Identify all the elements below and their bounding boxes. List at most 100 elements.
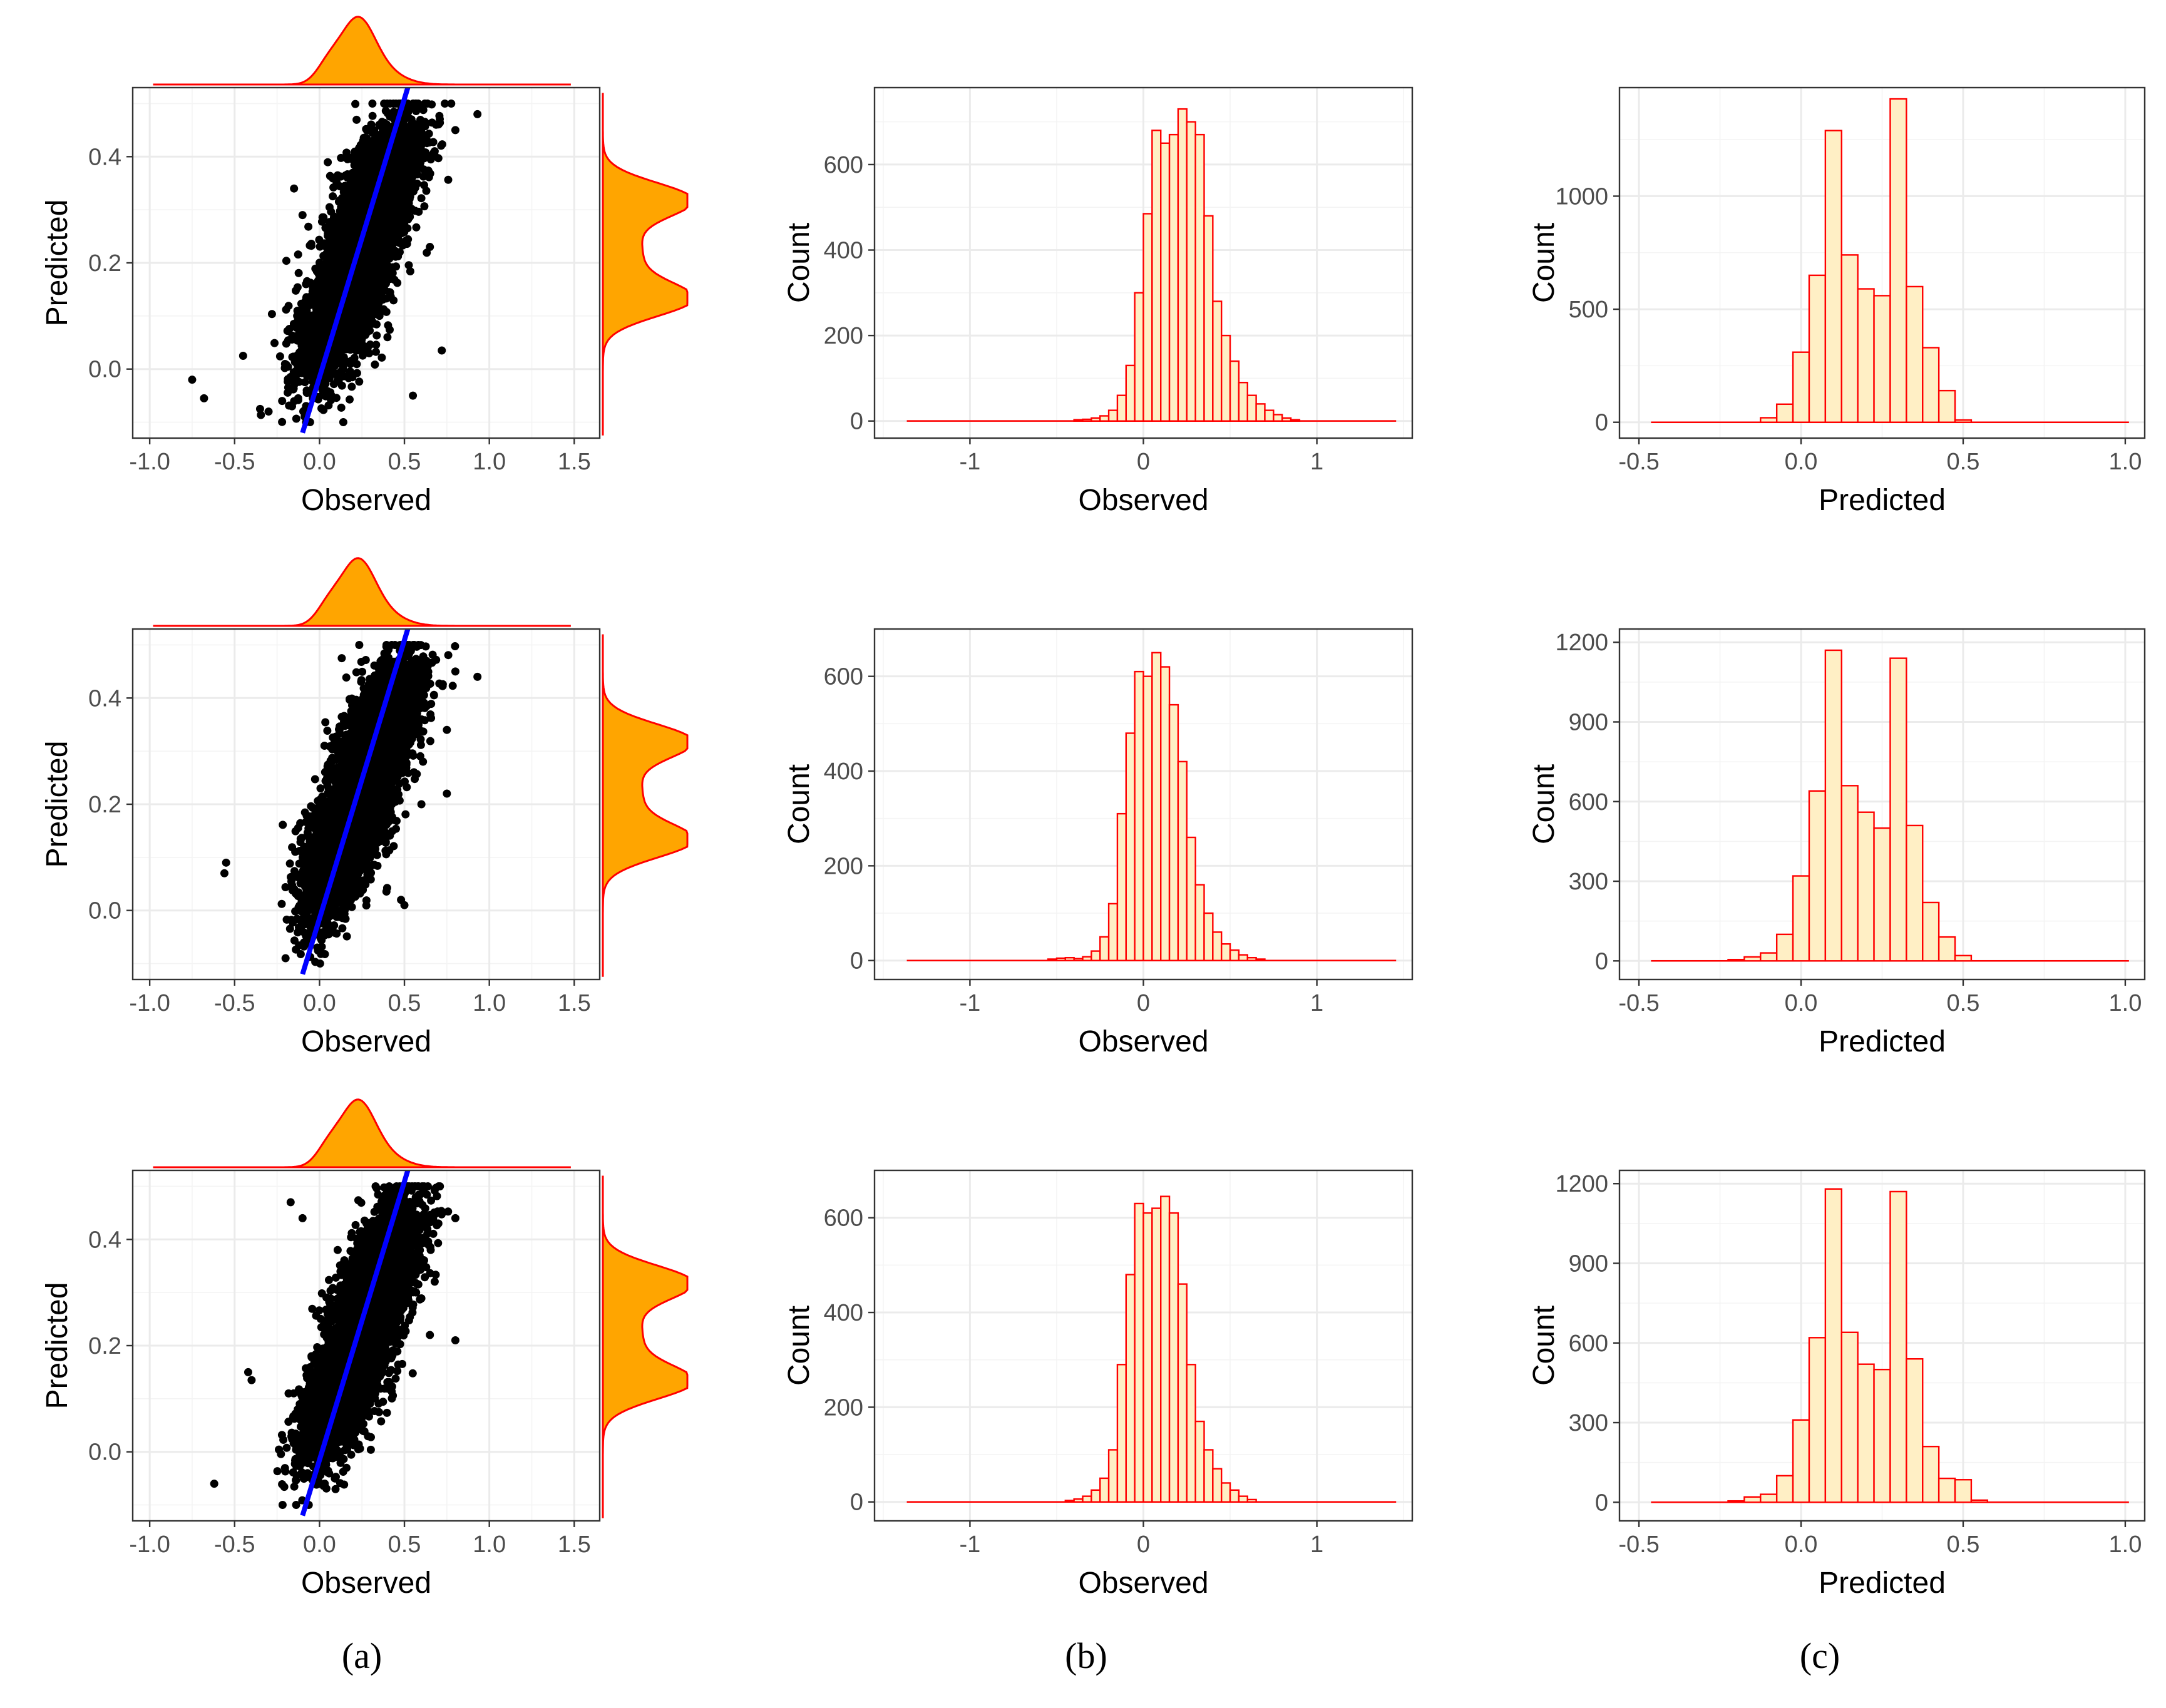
histogram-bar	[1091, 1489, 1101, 1503]
histogram-bar	[1970, 1499, 1989, 1503]
scatter-point	[298, 1214, 307, 1222]
histogram-bar	[1792, 351, 1810, 423]
scatter-point	[286, 1198, 295, 1207]
histogram-bar	[1064, 1500, 1075, 1503]
histogram-bar	[1840, 254, 1859, 423]
x-tick-label: 0.5	[388, 449, 421, 475]
scatter-point	[417, 800, 426, 809]
histogram-bar	[1186, 836, 1196, 961]
y-tick-label: 0	[850, 1490, 863, 1516]
histogram-bar	[1922, 901, 1940, 962]
x-tick-label: 1	[1310, 990, 1323, 1016]
x-tick-label: 0.0	[1785, 1532, 1818, 1558]
x-tick-label: 0	[1137, 1532, 1150, 1558]
histogram-bar	[1212, 1468, 1223, 1503]
y-tick-label: 200	[824, 1394, 863, 1421]
x-tick-label: 1.0	[2109, 449, 2142, 475]
scatter-point	[383, 333, 392, 342]
panel-label-c: (c)	[1800, 1635, 1840, 1676]
y-tick-label: 0	[1595, 410, 1608, 436]
x-tick-label: 1	[1310, 449, 1323, 475]
histogram-bar	[1212, 931, 1223, 961]
histogram-c3: -0.5 0.0 0.5 1.0 0 300 600 900 1200 Predicted Coun…	[1527, 1169, 2146, 1600]
histogram-bar	[1134, 1202, 1144, 1503]
scatter-point	[298, 211, 307, 220]
scatter-point	[451, 1214, 459, 1222]
histogram-bar	[1743, 1496, 1762, 1503]
scatter-a1: -1.0 -0.5 0.0 0.5 1.0 1.5 0.0 0.2 0.4 Observed Pre…	[41, 16, 689, 517]
histogram-bar	[1142, 1212, 1153, 1503]
x-axis-label: Observed	[1078, 1025, 1208, 1058]
x-tick-label: 1.0	[2109, 990, 2142, 1016]
x-axis-label: Predicted	[1819, 1567, 1946, 1600]
histogram-bar	[1824, 1188, 1842, 1503]
y-tick-label: 200	[824, 323, 863, 349]
histogram-bar	[1168, 133, 1179, 422]
y-tick-label: 900	[1569, 1250, 1608, 1277]
x-tick-label: 0.5	[388, 1532, 421, 1558]
histogram-bar	[1099, 415, 1110, 422]
y-axis-label: Count	[1527, 223, 1561, 303]
histogram-bar	[1203, 215, 1214, 422]
histogram-bar	[1808, 1337, 1827, 1503]
scatter-point	[200, 394, 208, 402]
histogram-bar	[1760, 952, 1778, 962]
plot-frame	[1618, 86, 2146, 439]
histogram-bar	[1047, 958, 1058, 961]
histogram-bar	[1273, 414, 1283, 422]
y-tick-label: 600	[1569, 789, 1608, 816]
histogram-bar	[1177, 760, 1188, 961]
panel-label-b: (b)	[1065, 1635, 1107, 1676]
histogram-bar	[1168, 1212, 1179, 1503]
histogram-c1: -0.5 0.0 0.5 1.0 0 500 1000 Predicted Count	[1527, 86, 2146, 517]
histogram-bar	[1142, 675, 1153, 961]
histogram-bar	[1857, 811, 1875, 962]
x-tick-label: -1.0	[129, 449, 170, 475]
histogram-bar	[1873, 295, 1891, 423]
histogram-bar	[1938, 936, 1956, 962]
y-tick-label: 0.0	[88, 357, 121, 383]
y-tick-label: 0	[850, 948, 863, 974]
histogram-bar	[1203, 912, 1214, 961]
x-tick-label: -0.5	[1618, 449, 1659, 475]
x-tick-label: -0.5	[214, 449, 255, 475]
x-tick-label: 1.5	[558, 1532, 591, 1558]
y-axis-label: Count	[1527, 764, 1561, 844]
x-tick-label: 1.5	[558, 990, 591, 1016]
histogram-bar	[1954, 1479, 1973, 1503]
histogram-bar	[1064, 956, 1075, 961]
marginal-density-right	[602, 634, 689, 977]
histogram-bar	[1873, 827, 1891, 962]
x-axis-label: Observed	[1078, 1567, 1208, 1600]
x-tick-label: -1.0	[129, 1532, 170, 1558]
histogram-bar	[1186, 121, 1196, 422]
x-axis-label: Predicted	[1819, 1025, 1946, 1058]
histogram-bar	[1099, 936, 1110, 961]
y-tick-label: 200	[824, 853, 863, 879]
y-tick-label: 0	[1595, 1490, 1608, 1516]
scatter-point	[247, 1376, 256, 1384]
scatter-point	[264, 407, 273, 416]
histogram-bar	[1177, 108, 1188, 422]
y-tick-label: 600	[824, 1205, 863, 1232]
histogram-bar	[1194, 1420, 1205, 1503]
histogram-bars	[1064, 1195, 1257, 1503]
x-tick-label: 0.5	[388, 990, 421, 1016]
x-tick-label: -0.5	[214, 990, 255, 1016]
x-tick-label: -1	[960, 1532, 981, 1558]
y-tick-label: 600	[824, 152, 863, 178]
x-tick-label: 0	[1137, 449, 1150, 475]
histogram-bar	[1073, 958, 1084, 961]
x-axis-label: Observed	[1078, 484, 1208, 517]
scatter-point	[409, 391, 418, 400]
y-axis-label: Count	[783, 764, 816, 844]
scatter-point	[451, 126, 459, 135]
histogram-bar	[1116, 812, 1127, 961]
x-tick-label: -0.5	[214, 1532, 255, 1558]
histogram-bar	[1290, 419, 1301, 422]
scatter-points	[210, 1170, 459, 1516]
histogram-b2: -1 0 1 0 200 400 600 Observed Count	[783, 628, 1414, 1058]
y-tick-label: 0.4	[88, 1227, 121, 1253]
scatter-point-cloud	[273, 1182, 453, 1509]
